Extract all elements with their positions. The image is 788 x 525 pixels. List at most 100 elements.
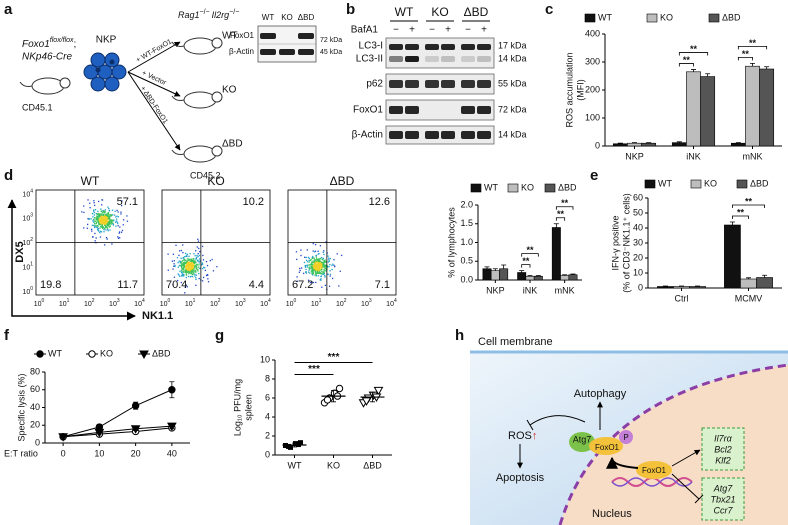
tick-base: 10 [311, 301, 319, 308]
gene-label: Il7rα [714, 433, 733, 443]
flow-dot [92, 216, 94, 218]
y-tick-label: 0 [595, 140, 600, 150]
flow-dot [329, 275, 331, 277]
gene-label: Atg7 [713, 483, 734, 493]
flow-dot [100, 214, 103, 216]
flow-dot [185, 262, 187, 264]
flow-dot [108, 218, 110, 220]
flow-dot [315, 269, 318, 271]
flow-dot [105, 225, 107, 228]
flow-dot [207, 281, 210, 283]
flow-dot [104, 212, 106, 214]
flow-dot [329, 263, 331, 266]
flow-dot [312, 270, 314, 272]
flow-dot [316, 266, 318, 269]
flow-dot [211, 258, 213, 261]
y-axis-label: Log₁₀ PFU/mg [232, 379, 242, 436]
flow-dot [189, 263, 192, 265]
quadrant-value: 7.1 [375, 279, 390, 291]
gene: Foxo1 [22, 39, 50, 50]
protein-label: FoxO1 [595, 443, 620, 452]
flow-dot [187, 264, 189, 266]
flow-dot [324, 274, 326, 277]
flow-dot [194, 261, 196, 263]
flow-dot [194, 265, 196, 267]
recipient-group: ΔBD [222, 139, 243, 150]
x-tick-label: 102 [84, 298, 95, 308]
recipient-genotype: Rag1−/− Il2rg−/− [178, 9, 239, 21]
tick-exponent: 1 [193, 298, 196, 304]
flow-dot [185, 274, 188, 276]
y-tick-label: 103 [22, 213, 33, 223]
point [373, 386, 384, 396]
error-bar [705, 73, 711, 77]
flow-dot [197, 256, 199, 258]
flow-dot [331, 268, 333, 271]
y-axis-label: spleen [243, 394, 253, 421]
flow-dot [195, 261, 197, 264]
tick-base: 10 [260, 301, 268, 308]
flow-dot [316, 270, 319, 272]
flow-dot [187, 265, 190, 268]
flow-dot [113, 214, 116, 216]
tick-exponent: 1 [319, 298, 322, 304]
blot-band [441, 131, 455, 139]
legend-label: ΔBD [152, 348, 171, 358]
point [167, 422, 177, 432]
flow-dot [110, 223, 112, 225]
point [139, 350, 149, 360]
quadrant-value: 57.1 [117, 196, 138, 208]
y-tick-label: 30 [633, 237, 643, 247]
flow-dot [199, 267, 201, 270]
flow-dot [97, 220, 99, 222]
flow-dot [179, 275, 181, 277]
y-tick-label: 40 [633, 222, 643, 232]
flow-dot [189, 276, 192, 278]
legend-label: ΔBD [722, 12, 741, 22]
flow-dot [191, 269, 193, 271]
x-tick-label: 20 [131, 448, 141, 458]
flow-dot [109, 229, 111, 231]
tick-base: 10 [22, 289, 30, 296]
flow-dot [320, 275, 323, 277]
flow-dot [177, 273, 179, 275]
gene: Rag1 [178, 10, 200, 20]
flow-dot [311, 261, 314, 264]
flow-dot [179, 260, 182, 262]
error-bar [617, 142, 623, 144]
panel-label: a [4, 1, 13, 18]
flow-dot [103, 221, 105, 224]
flow-dot [313, 257, 315, 259]
flow-dot [339, 270, 341, 272]
x-tick-label: 104 [386, 298, 397, 308]
flow-dot [322, 263, 324, 265]
flow-dot [194, 275, 196, 277]
flow-dot [191, 272, 193, 274]
flow-dot [110, 221, 113, 224]
flow-dot [102, 214, 105, 216]
quadrant-value: 10.2 [243, 196, 264, 208]
flow-dot [311, 266, 313, 268]
group-label: ΔBD [464, 5, 489, 19]
flow-dot [191, 261, 193, 264]
flow-dot [308, 266, 311, 268]
flow-dot [201, 280, 204, 282]
flow-dot [324, 267, 327, 270]
flow-dot [295, 251, 298, 253]
flow-dot [112, 223, 114, 225]
tick-exponent: 2 [30, 237, 33, 243]
flow-dot [193, 271, 195, 273]
flow-dot [181, 263, 183, 265]
flow-dot [310, 267, 313, 269]
flow-dot [107, 230, 109, 232]
y-axis-label: IFN-γ positive [610, 215, 620, 270]
error-bar [535, 275, 541, 277]
flow-dot [191, 264, 194, 266]
flow-dot [181, 270, 183, 272]
flow-dot [185, 266, 187, 268]
flow-dot [105, 237, 108, 239]
flow-dot [201, 263, 203, 266]
blot-band [441, 80, 455, 88]
flow-dot [86, 227, 88, 229]
significance: ** [522, 256, 530, 266]
